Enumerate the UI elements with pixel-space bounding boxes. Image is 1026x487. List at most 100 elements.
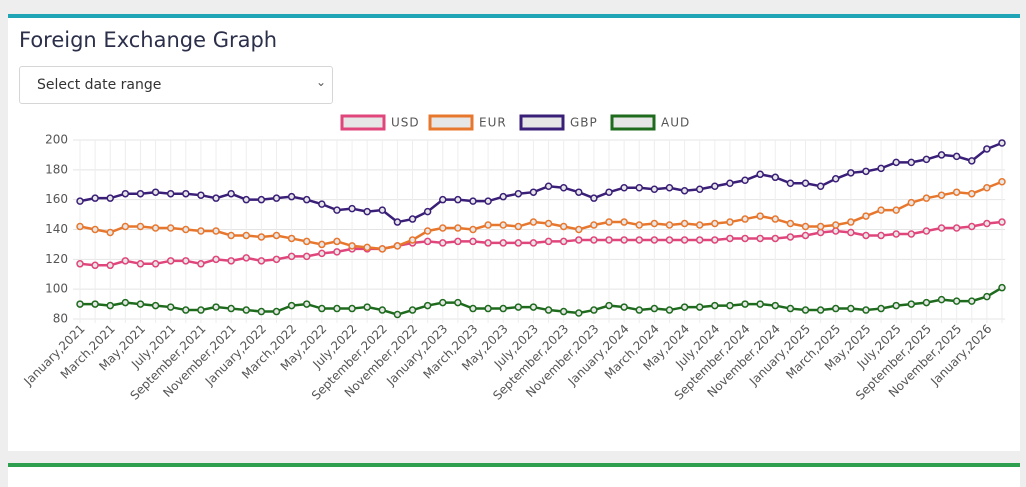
data-point [469, 225, 477, 234]
legend-label: GBP [570, 116, 598, 130]
data-point [665, 221, 674, 229]
data-point [106, 194, 114, 202]
legend-label: EUR [479, 116, 507, 130]
data-point [76, 260, 84, 268]
data-point [166, 257, 175, 265]
legend-swatch [610, 114, 656, 131]
data-point [302, 252, 311, 261]
data-point [469, 197, 477, 205]
data-point [333, 206, 341, 214]
data-point [786, 219, 795, 228]
y-tick-label: 160 [45, 192, 68, 206]
data-point [968, 189, 976, 198]
data-point [378, 245, 387, 253]
data-point [363, 207, 371, 216]
data-point [711, 301, 719, 310]
data-point [514, 239, 523, 247]
date-range-select[interactable]: Select date range ⌄ [19, 66, 333, 104]
data-point [227, 304, 235, 313]
data-point [454, 195, 462, 204]
data-point [771, 301, 780, 310]
data-point [151, 224, 160, 232]
data-point [348, 242, 356, 250]
data-point [272, 194, 281, 202]
data-point [786, 233, 795, 241]
data-point [182, 306, 190, 314]
data-point [922, 227, 931, 235]
data-point [816, 222, 825, 231]
data-point [816, 306, 825, 314]
data-point [529, 239, 538, 247]
data-point [212, 255, 220, 264]
data-point [922, 155, 931, 164]
data-point [741, 176, 749, 185]
data-point [76, 300, 84, 308]
data-point [877, 304, 885, 313]
data-point [242, 195, 251, 204]
y-tick-label: 200 [45, 133, 68, 147]
data-point [726, 301, 734, 310]
data-point [544, 219, 553, 228]
data-point [529, 303, 538, 311]
data-point [771, 215, 780, 223]
data-point [605, 188, 613, 196]
select-text: Select date range [37, 77, 162, 93]
data-point [121, 298, 130, 307]
data-point [348, 304, 356, 313]
data-point [801, 179, 810, 188]
data-point [469, 304, 477, 313]
data-point [756, 234, 764, 243]
data-point [76, 222, 84, 231]
data-point [484, 304, 492, 313]
data-point [333, 248, 341, 256]
data-point [575, 309, 583, 317]
data-point [877, 164, 885, 173]
data-point [665, 183, 674, 192]
data-point [439, 298, 447, 307]
data-point [91, 194, 99, 202]
data-point [801, 306, 810, 314]
data-point [847, 218, 855, 226]
data-point [922, 298, 931, 307]
data-point [408, 215, 417, 223]
data-point [333, 304, 341, 313]
data-point [408, 306, 417, 314]
data-point [650, 236, 659, 244]
data-point [499, 192, 507, 201]
data-point [862, 306, 870, 314]
data-point [907, 198, 916, 207]
data-point [575, 188, 583, 196]
data-point [847, 228, 855, 237]
data-point [439, 239, 447, 247]
data-point [393, 310, 402, 319]
data-point [786, 179, 795, 188]
legend-swatch [519, 114, 565, 131]
data-point [91, 300, 99, 308]
data-point [242, 254, 251, 262]
data-point [136, 260, 145, 268]
data-point [937, 191, 946, 199]
data-point [862, 167, 870, 176]
data-point [318, 240, 326, 249]
legend-label: USD [391, 116, 420, 130]
data-point [711, 182, 719, 190]
data-point [363, 303, 371, 311]
data-point [197, 191, 205, 199]
data-point [620, 183, 628, 192]
data-point [514, 189, 523, 198]
data-point [590, 194, 598, 202]
data-point [287, 252, 296, 261]
data-point [136, 222, 145, 231]
data-point [741, 300, 749, 308]
data-point [197, 227, 205, 235]
data-point [680, 303, 689, 311]
data-point [514, 222, 523, 231]
data-point [650, 185, 659, 193]
data-point [620, 218, 628, 226]
data-point [544, 182, 553, 190]
data-point [650, 219, 659, 228]
data-point [439, 224, 447, 232]
chart: 80100120140160180200January,2021March,20… [21, 114, 1006, 403]
data-point [182, 189, 190, 198]
data-point [454, 237, 462, 246]
